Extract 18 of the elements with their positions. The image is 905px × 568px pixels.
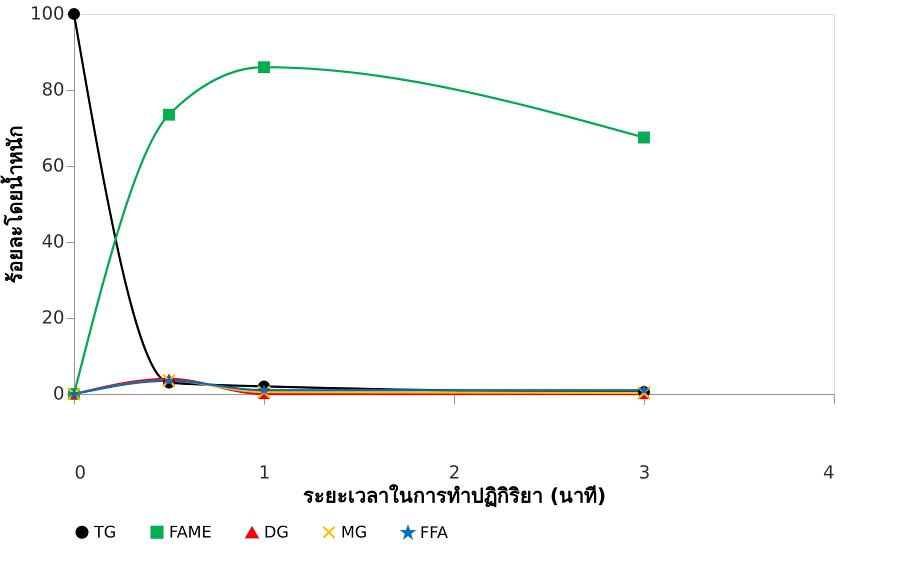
legend-label: MG — [341, 522, 368, 542]
x-tick-label: 0 — [74, 462, 86, 484]
y-tick-label: 60 — [42, 156, 64, 176]
x-tick-label: 2 — [448, 462, 460, 484]
x-tick-label: 3 — [638, 462, 650, 484]
y-axis-title: ร้อยละโดยน้ำหนัก — [0, 126, 28, 284]
legend-label: FAME — [169, 522, 212, 542]
x-axis-title: ระยะเวลาในการทำปฏิกิริยา (นาที) — [302, 484, 606, 508]
y-tick-label: 20 — [42, 308, 64, 328]
y-tick-label: 80 — [42, 80, 64, 100]
x-tick-label: 1 — [258, 462, 270, 484]
x-tick-label: 4 — [823, 462, 834, 484]
legend-label: DG — [264, 522, 289, 542]
y-tick-label: 0 — [53, 384, 64, 404]
legend-label: FFA — [420, 522, 448, 542]
y-tick-label: 40 — [42, 232, 64, 252]
y-tick-label: 100 — [30, 4, 64, 24]
legend-label: TG — [93, 522, 116, 542]
